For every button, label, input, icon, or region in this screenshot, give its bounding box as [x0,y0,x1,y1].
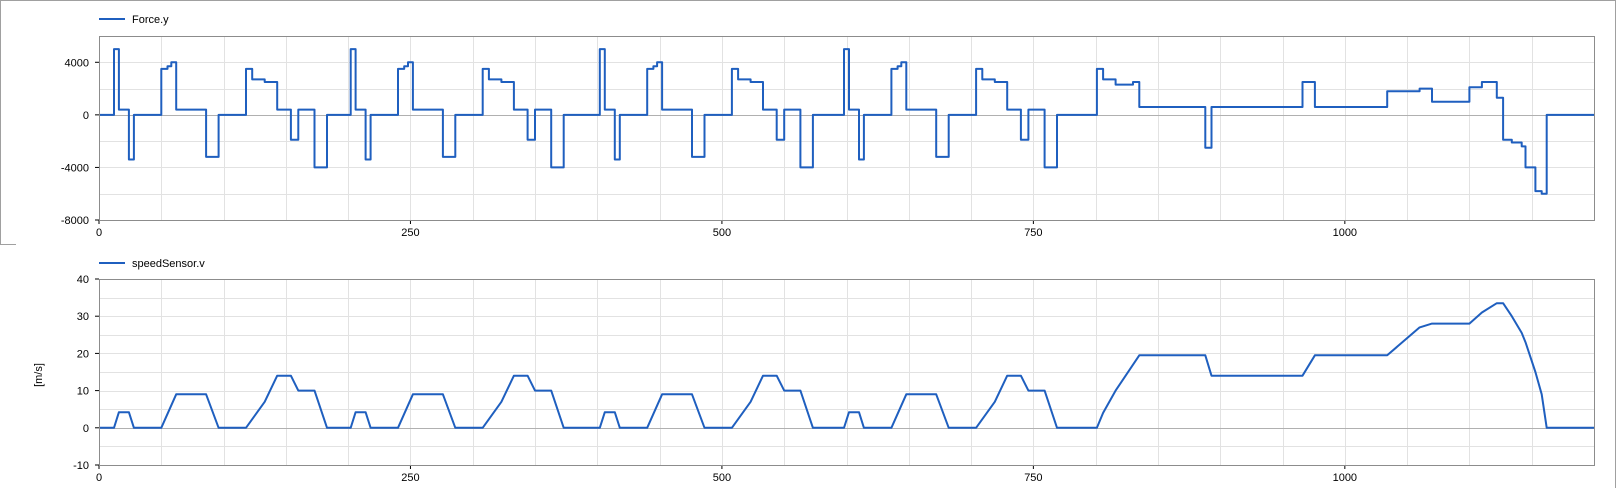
y-tick-label: 10 [77,386,89,398]
y-tick-label: -8000 [61,215,89,227]
x-tick-label: 250 [401,227,419,239]
y-axis-label: [m/s] [33,363,45,387]
grid [99,279,1595,466]
y-tick-label: -4000 [61,162,89,174]
y-tick-label: 0 [83,423,89,435]
legend-label: Force.y [132,14,169,26]
x-tick-label: 250 [401,472,419,484]
y-tick-label: 4000 [65,57,89,69]
x-tick-label: 0 [96,472,102,484]
x-tick-label: 750 [1024,227,1042,239]
series-line-speed-sensor-v [99,302,1594,429]
y-tick-label: 30 [77,311,89,323]
x-tick-label: 750 [1024,472,1042,484]
axis-ticks: 4000 0 -4000 -8000 0 250 500 750 1000 [61,57,1357,239]
grid [99,36,1595,221]
x-tick-label: 500 [713,227,731,239]
y-tick-label: 20 [77,348,89,360]
plot-area-frame[interactable] [99,279,1595,466]
y-tick-label: 0 [83,110,89,122]
x-tick-label: 0 [96,227,102,239]
x-tick-label: 1000 [1333,227,1357,239]
speed-plot-panel: speedSensor.v [m/s] 40 30 20 10 0 -10 0 250 500 7… [33,258,1595,484]
x-tick-label: 1000 [1333,472,1357,484]
x-tick-label: 500 [713,472,731,484]
plot-area-frame[interactable] [99,36,1595,221]
legend-label: speedSensor.v [132,258,205,270]
y-tick-label: -10 [73,460,89,472]
series-line-force-y [99,48,1594,195]
y-tick-label: 40 [77,274,89,286]
axis-ticks: 40 30 20 10 0 -10 0 250 500 750 1000 [73,274,1357,484]
force-plot-panel: Force.y 4000 0 -4000 -8000 0 250 500 750 1000 [61,14,1595,239]
